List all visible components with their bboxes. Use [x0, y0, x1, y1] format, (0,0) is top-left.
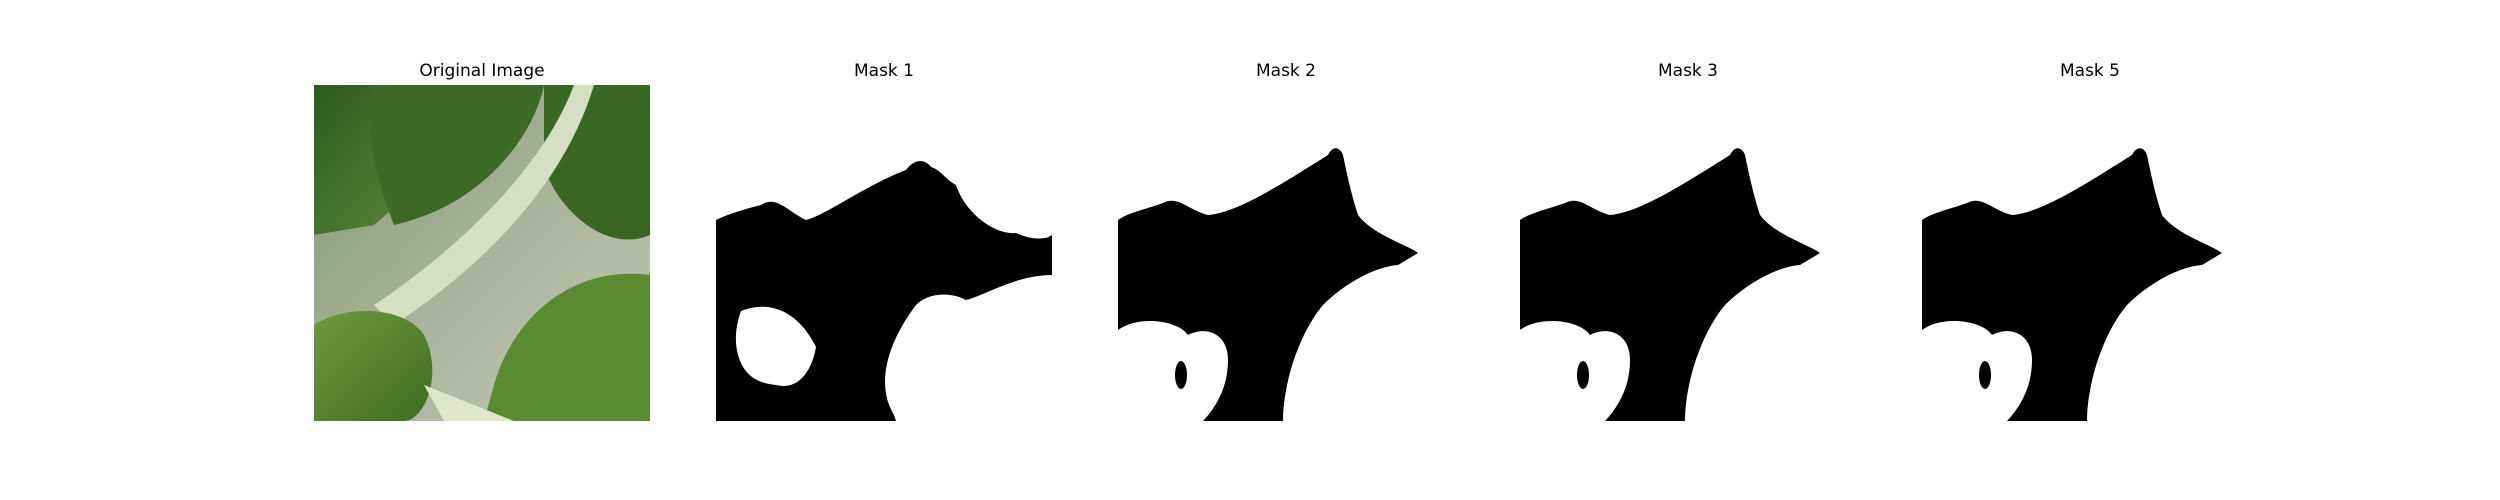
panel-title: Original Image — [419, 61, 545, 81]
mask-2-image — [1118, 148, 1418, 421]
mask-1-image — [716, 161, 1052, 421]
mask-3-image — [1520, 148, 1820, 421]
mask-5-image — [1922, 148, 2222, 421]
panel-title: Mask 2 — [1255, 61, 1316, 81]
panel-title: Mask 3 — [1657, 61, 1718, 81]
original-image-panel: Original Image — [314, 58, 650, 421]
panel-title: Mask 1 — [853, 61, 914, 81]
mask-2-panel: Mask 2 — [1118, 58, 1454, 421]
mask-3-panel: Mask 3 — [1520, 58, 1856, 421]
panel-title: Mask 5 — [2059, 61, 2120, 81]
mask-5-panel: Mask 5 — [1922, 58, 2258, 421]
mask-1-panel: Mask 1 — [716, 58, 1052, 421]
original-image — [314, 85, 650, 421]
